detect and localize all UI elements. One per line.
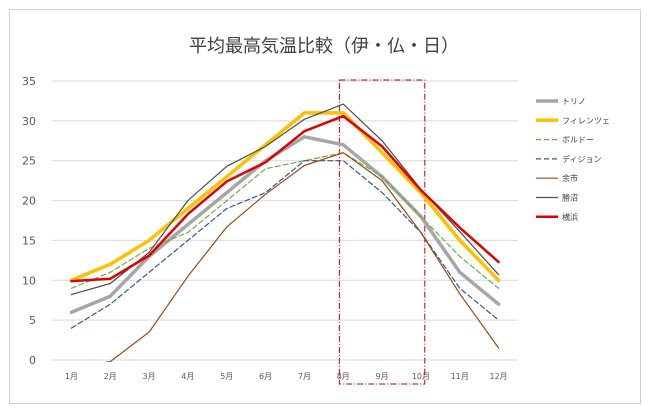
legend-item: フィレンツェ (536, 116, 610, 125)
legend-item: トリノ (536, 97, 586, 106)
legend-item: ボルドー (536, 136, 594, 145)
x-tick-label: 6月 (259, 372, 272, 381)
series-lines (69, 103, 501, 362)
x-tick-label: 7月 (298, 372, 311, 381)
x-tick-label: 10月 (412, 372, 430, 381)
legend-item: 勝沼 (536, 193, 578, 203)
series-line-5 (104, 152, 500, 362)
line-chart: 平均最高気温比較（伊・仏・日） 0 5 10 15 20 25 30 35 1月 2月 3月 4月 5月… (22, 36, 610, 385)
y-tick-label: 5 (29, 314, 36, 327)
legend-label: ディジョン (562, 154, 601, 164)
series-line-3 (70, 152, 500, 289)
legend-label: ボルドー (562, 136, 594, 145)
x-tick-label: 2月 (104, 372, 117, 381)
x-tick-label: 3月 (143, 372, 156, 381)
highlight-box (338, 79, 426, 385)
series-line-7 (70, 114, 500, 283)
y-tick-label: 20 (22, 195, 36, 208)
x-tick-label: 12月 (489, 372, 507, 381)
y-tick-label: 30 (22, 115, 36, 128)
axes: 0 5 10 15 20 25 30 35 1月 2月 3月 4月 5月 6月 7月 8月 9月 10月 11月 12… (22, 75, 508, 381)
y-tick-label: 15 (22, 234, 36, 247)
gridlines (52, 80, 518, 361)
highlight-box-layer (338, 79, 426, 385)
legend-label: 勝沼 (562, 193, 578, 203)
y-tick-label: 25 (22, 155, 36, 168)
legend-item: 余市 (536, 173, 578, 183)
series-line-4 (70, 160, 500, 329)
series-line-2 (69, 111, 501, 283)
series-line-6 (70, 103, 500, 296)
series-line-1 (69, 135, 501, 314)
legend-label: 余市 (562, 173, 578, 183)
y-tick-label: 10 (22, 274, 36, 287)
legend-label: トリノ (562, 97, 586, 106)
y-tick-label: 0 (29, 354, 36, 367)
legend-label: フィレンツェ (562, 116, 610, 125)
x-tick-label: 5月 (220, 372, 233, 381)
chart-title: 平均最高気温比較（伊・仏・日） (189, 36, 459, 57)
chart-frame: 平均最高気温比較（伊・仏・日） 0 5 10 15 20 25 30 35 1月 2月 3月 4月 5月… (9, 9, 641, 404)
legend-item: 横浜 (536, 212, 578, 222)
x-tick-label: 4月 (181, 372, 194, 381)
x-tick-label: 8月 (337, 372, 350, 381)
y-tick-label: 35 (22, 75, 36, 88)
legend-label: 横浜 (562, 212, 578, 222)
x-tick-label: 1月 (65, 372, 78, 381)
x-tick-label: 9月 (376, 372, 389, 381)
legend-item: ディジョン (536, 154, 601, 164)
x-tick-label: 11月 (451, 372, 469, 381)
